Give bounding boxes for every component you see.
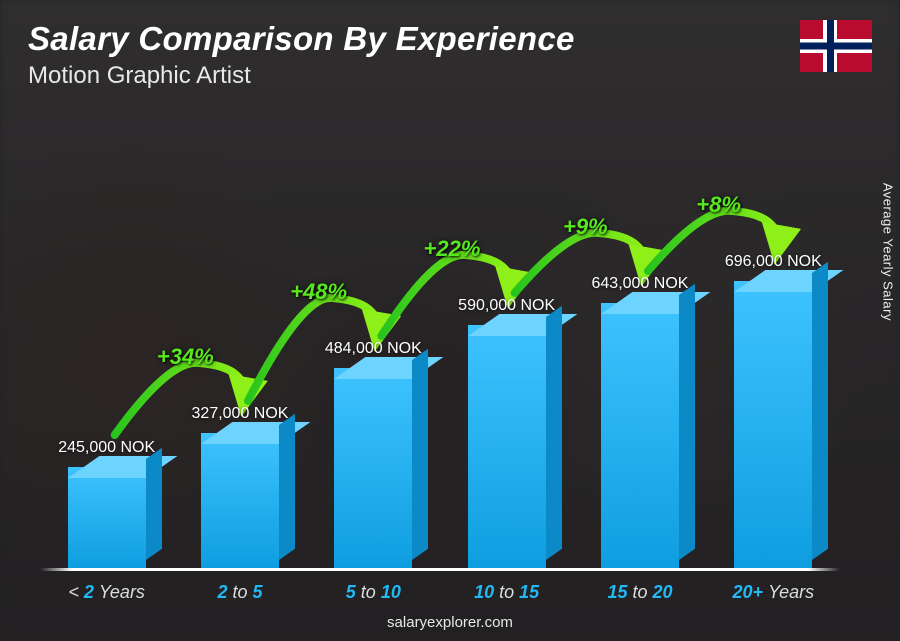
bar-value-label: 484,000 NOK bbox=[325, 340, 422, 358]
bar-side-face bbox=[412, 349, 428, 560]
bar-group: 643,000 NOK bbox=[573, 97, 706, 568]
category-label: 5 to 10 bbox=[307, 582, 440, 603]
category-label: 2 to 5 bbox=[173, 582, 306, 603]
category-labels-row: < 2 Years2 to 55 to 1010 to 1515 to 2020… bbox=[40, 582, 840, 603]
category-label: 10 to 15 bbox=[440, 582, 573, 603]
bar-group: 484,000 NOK bbox=[307, 97, 440, 568]
y-axis-label: Average Yearly Salary bbox=[881, 182, 896, 320]
bar-group: 245,000 NOK bbox=[40, 97, 173, 568]
bar-side-face bbox=[546, 306, 562, 560]
bar-3d bbox=[601, 303, 679, 568]
bar-value-label: 696,000 NOK bbox=[725, 253, 822, 271]
bar-side-face bbox=[279, 414, 295, 560]
page-subtitle: Motion Graphic Artist bbox=[28, 62, 575, 90]
header: Salary Comparison By Experience Motion G… bbox=[28, 20, 872, 90]
percent-increase-badge: +34% bbox=[157, 344, 214, 370]
bar-front-face bbox=[734, 281, 812, 568]
bar-3d bbox=[201, 433, 279, 568]
bar-3d bbox=[468, 325, 546, 568]
bar-3d bbox=[334, 368, 412, 568]
category-label: 15 to 20 bbox=[573, 582, 706, 603]
bar-front-face bbox=[601, 303, 679, 568]
norway-flag-icon bbox=[800, 20, 872, 72]
bar-side-face bbox=[146, 448, 162, 560]
page-title: Salary Comparison By Experience bbox=[28, 20, 575, 58]
percent-increase-badge: +8% bbox=[696, 192, 741, 218]
percent-increase-badge: +22% bbox=[424, 236, 481, 262]
bar-3d bbox=[734, 281, 812, 568]
bar-3d bbox=[68, 467, 146, 568]
bar-front-face bbox=[201, 433, 279, 568]
chart-area: 245,000 NOK 327,000 NOK 484,000 NOK 590,… bbox=[40, 100, 840, 571]
bar-group: 590,000 NOK bbox=[440, 97, 573, 568]
x-axis-line bbox=[40, 568, 840, 571]
title-block: Salary Comparison By Experience Motion G… bbox=[28, 20, 575, 90]
bar-front-face bbox=[68, 467, 146, 568]
bars-row: 245,000 NOK 327,000 NOK 484,000 NOK 590,… bbox=[40, 97, 840, 568]
bar-group: 327,000 NOK bbox=[173, 97, 306, 568]
percent-increase-badge: +48% bbox=[290, 279, 347, 305]
bar-front-face bbox=[468, 325, 546, 568]
bar-group: 696,000 NOK bbox=[707, 97, 840, 568]
bar-value-label: 245,000 NOK bbox=[58, 439, 155, 457]
bar-value-label: 590,000 NOK bbox=[458, 297, 555, 315]
category-label: < 2 Years bbox=[40, 582, 173, 603]
footer-source: salaryexplorer.com bbox=[0, 614, 900, 631]
bar-front-face bbox=[334, 368, 412, 568]
percent-increase-badge: +9% bbox=[563, 214, 608, 240]
bar-side-face bbox=[679, 284, 695, 560]
category-label: 20+ Years bbox=[707, 582, 840, 603]
bar-side-face bbox=[812, 262, 828, 560]
bar-value-label: 643,000 NOK bbox=[592, 275, 689, 293]
bar-value-label: 327,000 NOK bbox=[192, 405, 289, 423]
